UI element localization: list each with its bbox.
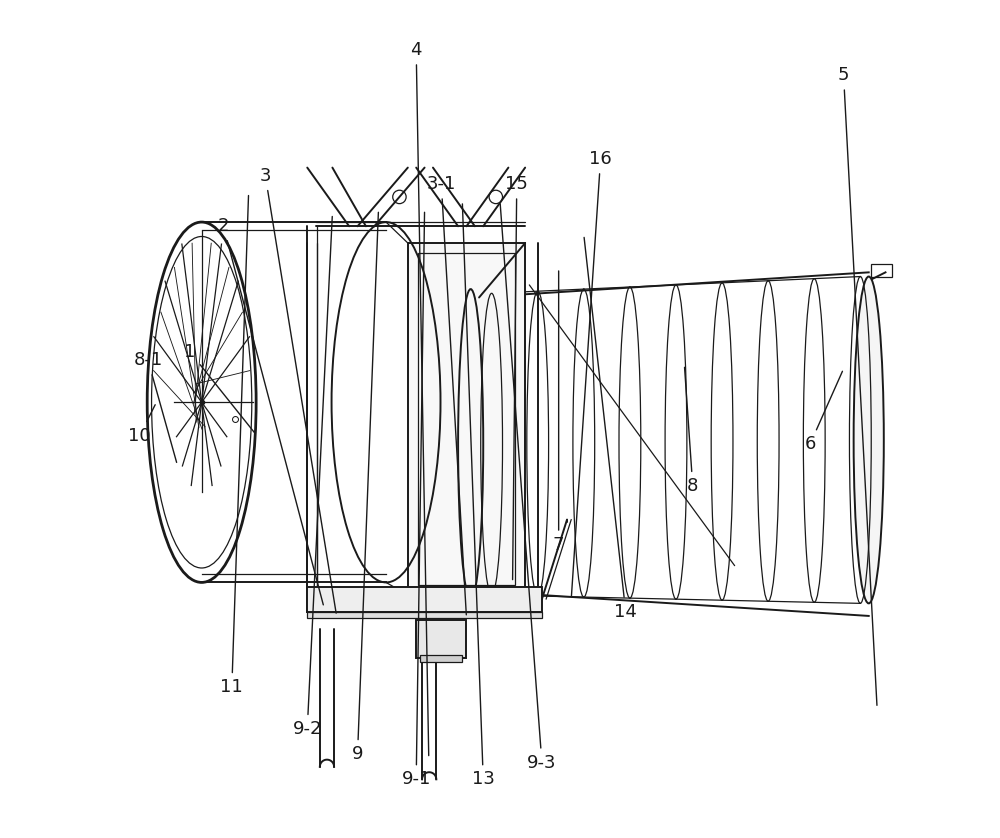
Text: 8: 8: [685, 367, 698, 495]
Text: 4: 4: [410, 41, 429, 756]
Text: 14: 14: [584, 237, 637, 621]
Text: 3-1: 3-1: [427, 175, 466, 615]
Text: 9-3: 9-3: [500, 204, 557, 772]
Text: 6: 6: [804, 371, 842, 453]
Text: 8-1: 8-1: [133, 351, 177, 463]
Bar: [307, 587, 542, 612]
Bar: [416, 620, 466, 658]
Text: 9-1: 9-1: [402, 212, 431, 789]
Text: 3: 3: [260, 167, 336, 613]
Text: 2: 2: [218, 217, 323, 605]
Ellipse shape: [431, 634, 451, 654]
Text: 1: 1: [184, 343, 255, 433]
Ellipse shape: [854, 277, 884, 603]
Bar: [418, 253, 515, 585]
Text: 11: 11: [220, 195, 249, 696]
Text: 5: 5: [838, 66, 877, 706]
Text: 9-2: 9-2: [293, 216, 332, 738]
Text: 9: 9: [352, 212, 378, 763]
Bar: [420, 655, 462, 662]
Bar: [307, 612, 542, 618]
Text: 13: 13: [462, 204, 495, 789]
Bar: [871, 264, 892, 277]
Text: 15: 15: [505, 175, 528, 580]
Bar: [408, 243, 525, 595]
Text: 7: 7: [553, 271, 564, 554]
Text: 16: 16: [571, 150, 612, 597]
Text: 10: 10: [128, 405, 155, 445]
